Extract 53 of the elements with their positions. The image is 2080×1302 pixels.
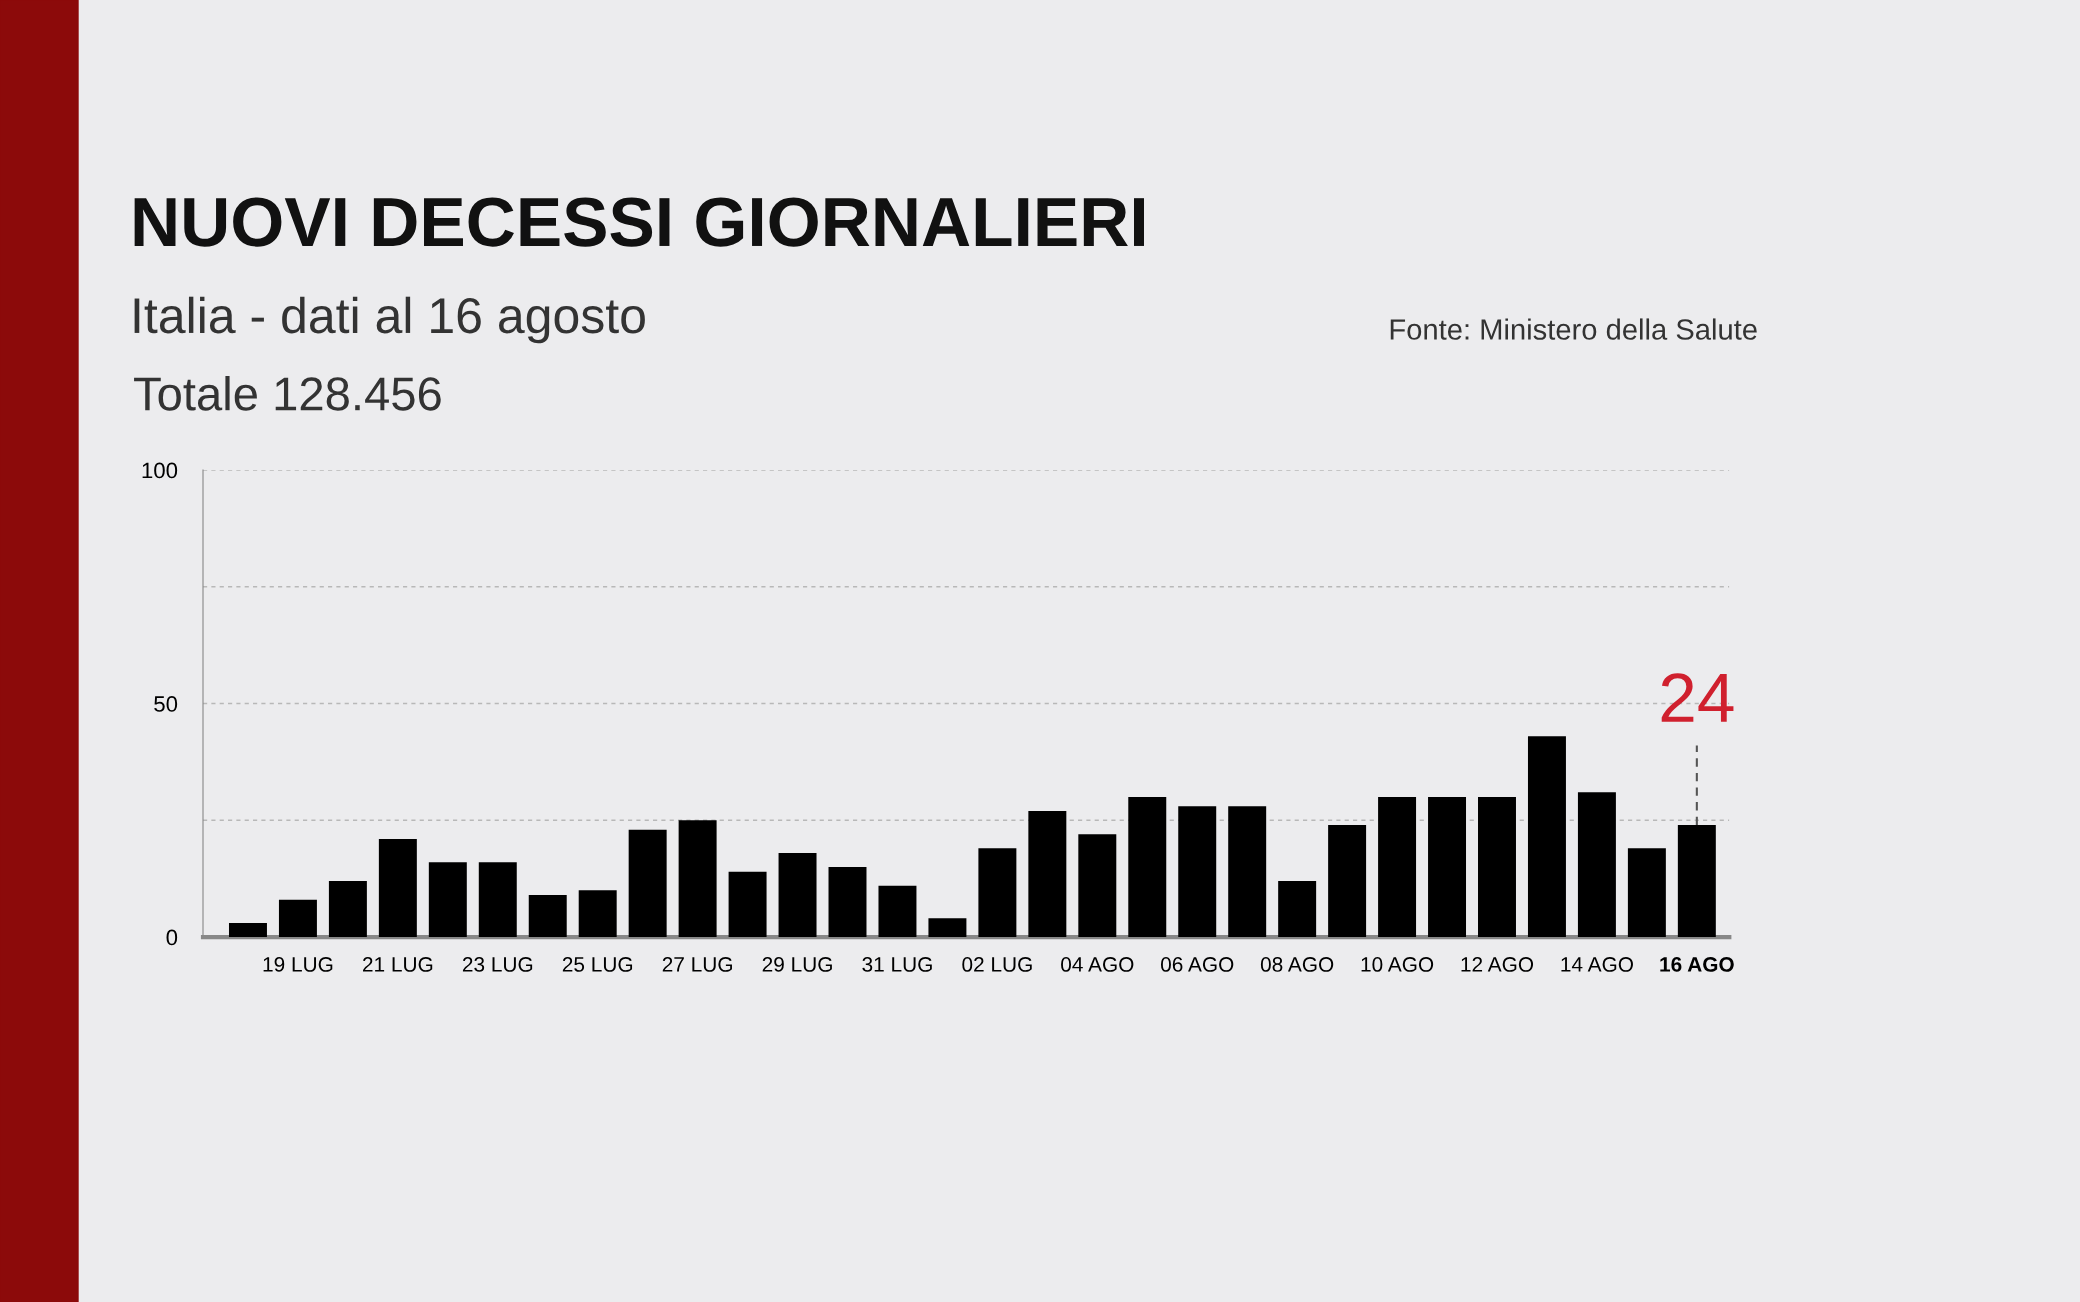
source-note: Fonte: Ministero della Salute <box>1390 318 1757 340</box>
x-tick-label: 02 LUG <box>962 957 1032 972</box>
bar <box>578 890 617 938</box>
bar <box>678 820 717 938</box>
bar <box>828 867 867 938</box>
bar <box>1178 806 1217 938</box>
bar <box>1627 848 1666 938</box>
bar <box>228 923 267 938</box>
bar <box>1328 824 1367 938</box>
x-tick-label: 21 LUG <box>363 957 433 972</box>
x-tick-label: 10 AGO <box>1361 957 1434 972</box>
y-tick-label: 100 <box>142 462 178 479</box>
x-tick-label: 31 LUG <box>862 957 932 972</box>
y-tick-label: 0 <box>166 929 178 946</box>
bar <box>1028 810 1067 938</box>
bar <box>378 838 417 938</box>
x-tick-label: 12 AGO <box>1461 957 1534 972</box>
bar <box>1527 736 1566 938</box>
bar <box>1577 792 1616 938</box>
bar <box>1278 881 1317 938</box>
x-tick-label: 23 LUG <box>462 957 533 972</box>
x-tick-label: 27 LUG <box>662 957 732 972</box>
bar <box>1677 824 1716 938</box>
bar <box>728 871 767 938</box>
bar <box>978 848 1017 938</box>
x-tick-label: 08 AGO <box>1260 957 1334 972</box>
x-tick-label: 06 AGO <box>1160 957 1234 972</box>
x-tick-label: 29 LUG <box>762 957 832 972</box>
bar <box>878 885 917 938</box>
bar <box>278 899 317 938</box>
bar <box>528 895 567 938</box>
data-label: 24 <box>1661 673 1734 722</box>
x-tick-label: 16 AGO <box>1660 957 1734 972</box>
bar <box>928 918 967 938</box>
x-tick-label: 14 AGO <box>1561 957 1633 972</box>
bar <box>1128 796 1167 938</box>
bar <box>1228 806 1267 938</box>
x-tick-label: 04 AGO <box>1061 957 1134 972</box>
bar <box>1378 796 1417 938</box>
bar <box>778 852 817 938</box>
text: Totale 128.456 <box>134 375 441 411</box>
chart-title: NUOVI DECESSI GIORNALIERI <box>134 197 1144 247</box>
bar <box>328 881 367 938</box>
x-tick-label: 25 LUG <box>562 957 633 972</box>
chart-subtitle: Italia - dati al 16 agosto <box>134 296 645 344</box>
y-tick-label: 50 <box>154 696 178 712</box>
bar <box>1478 796 1516 938</box>
bar <box>428 862 467 938</box>
bar <box>478 862 517 938</box>
bar <box>1078 834 1117 938</box>
bar <box>628 829 667 938</box>
bar <box>1428 796 1467 938</box>
x-tick-label: 19 LUG <box>263 957 333 972</box>
